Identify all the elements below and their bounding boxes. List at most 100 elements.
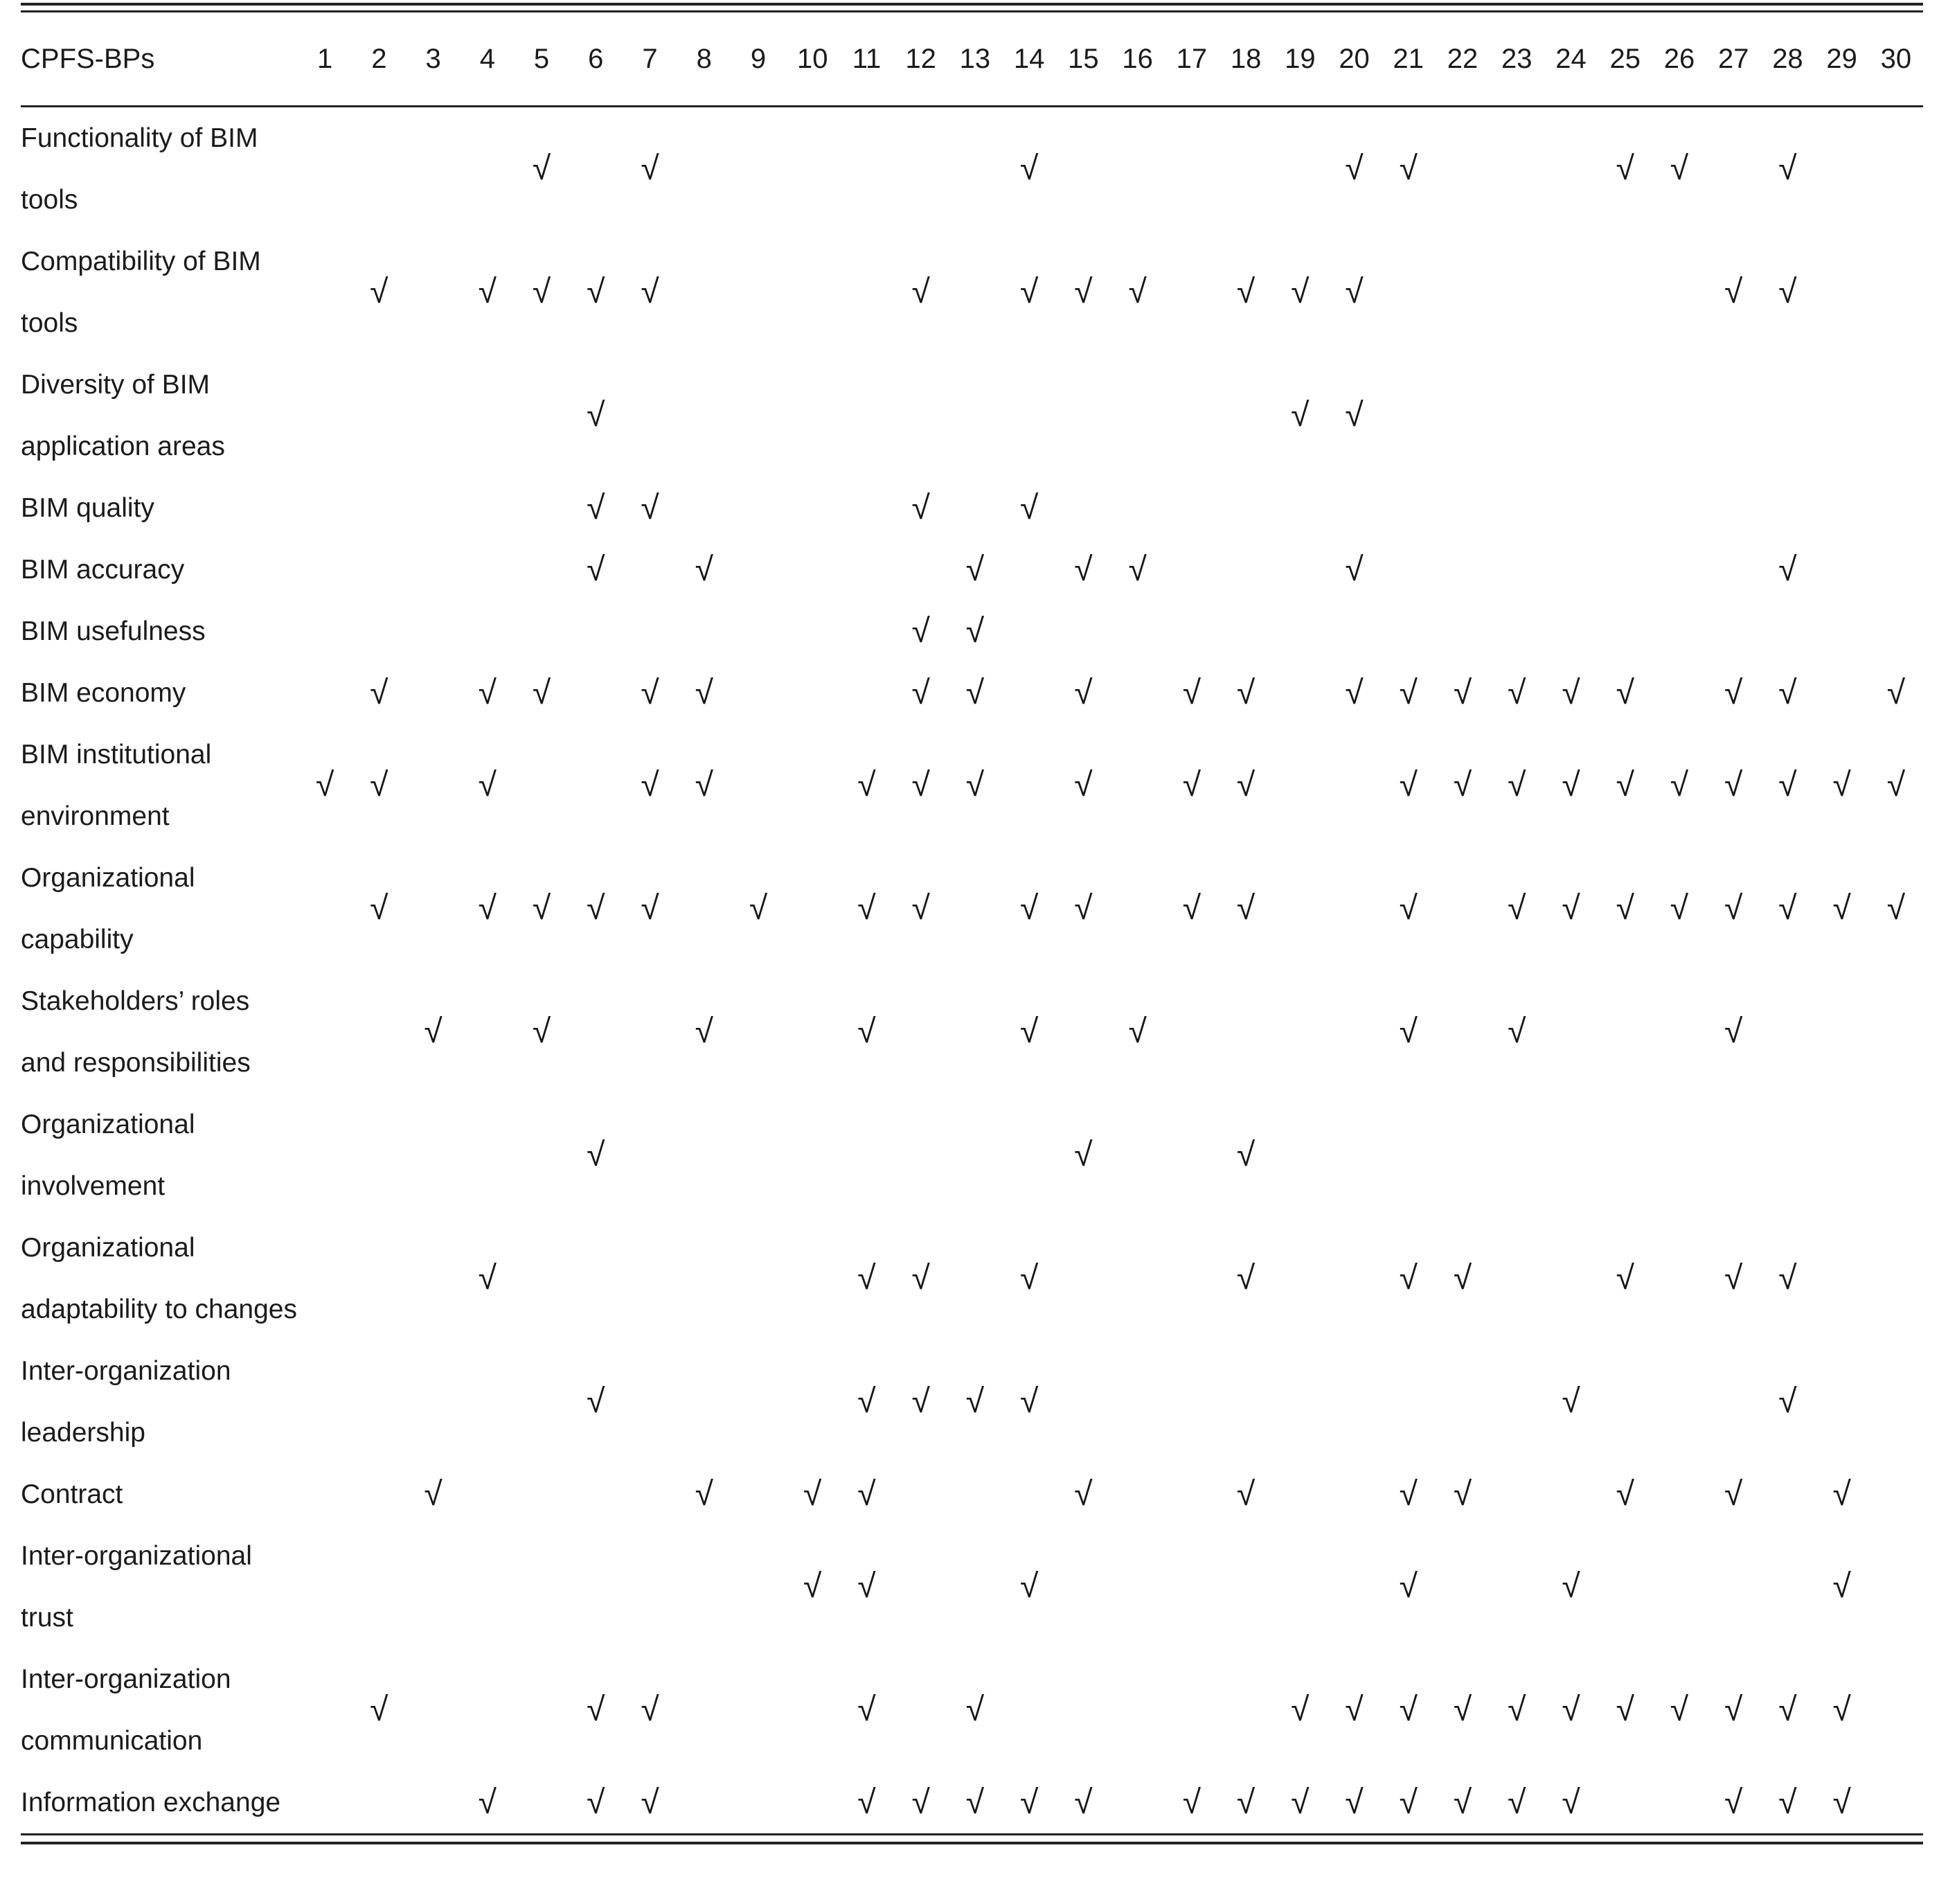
check-icon: √ [1019,1568,1039,1605]
check-cell [839,107,893,231]
check-cell: √ [352,724,406,847]
check-cell [515,1340,569,1463]
check-cell [1056,1525,1110,1648]
check-cell: √ [298,724,352,847]
check-cell [1165,1648,1219,1772]
check-cell: √ [1544,1772,1598,1833]
check-cell [298,1648,352,1772]
check-cell [406,539,460,600]
check-cell [1869,1217,1923,1340]
check-icon: √ [1778,674,1797,711]
column-header-24: 24 [1555,43,1587,74]
check-cell [1652,970,1706,1094]
check-cell: √ [1760,231,1814,354]
table-row: BIM accuracy √ √ √ √ √ √ √ [21,539,1923,600]
check-cell [1382,1094,1436,1217]
table-top-rule [21,3,1923,12]
check-cell: √ [1382,107,1436,231]
check-cell [352,477,406,539]
check-cell: √ [1760,847,1814,970]
check-icon: √ [911,890,930,927]
check-icon: √ [1019,1260,1039,1297]
check-icon: √ [1724,767,1743,803]
check-icon: √ [424,1013,443,1050]
check-cell [1436,477,1490,539]
check-cell [1815,477,1869,539]
check-cell: √ [1815,1648,1869,1772]
check-cell: √ [1382,724,1436,847]
check-icon: √ [1182,890,1201,927]
check-icon: √ [532,890,551,927]
cpfs-bps-table: CPFS-BPs 1 2 3 4 5 6 7 8 9 10 11 12 13 14 15 16 17 18 19 20… [21,3,1923,1844]
check-cell: √ [1219,1772,1273,1833]
check-icon: √ [857,890,876,927]
check-cell [461,107,515,231]
check-icon: √ [370,674,388,711]
check-cell [1111,1094,1165,1217]
check-cell: √ [1273,231,1327,354]
check-cell: √ [894,1217,948,1340]
table-body: Functionality of BIM tools √ √ √ √ √ √ √ √ Compat… [21,107,1923,1833]
check-cell: √ [623,847,677,970]
check-icon: √ [1345,551,1364,588]
check-icon: √ [749,890,768,927]
check-cell [461,1340,515,1463]
check-cell: √ [1760,1772,1814,1833]
check-icon: √ [965,1783,985,1821]
row-label: Stakeholders’ roles and responsibilities [21,986,251,1078]
check-cell [785,970,839,1094]
check-cell: √ [1815,1525,1869,1648]
check-icon: √ [857,767,876,803]
check-cell [298,847,352,970]
check-cell [352,1463,406,1525]
check-cell [352,107,406,231]
check-cell [515,1217,569,1340]
check-cell [1544,1463,1598,1525]
column-header-10: 10 [796,43,828,74]
check-cell [298,539,352,600]
check-cell [406,1648,460,1772]
check-cell [1815,1094,1869,1217]
check-cell: √ [1165,724,1219,847]
check-cell: √ [1002,107,1056,231]
check-cell: √ [1490,1772,1544,1833]
check-cell [1869,1463,1923,1525]
check-cell [406,1094,460,1217]
check-cell [569,662,623,724]
check-cell [298,107,352,231]
check-icon: √ [1074,1783,1093,1821]
check-cell [1273,1525,1327,1648]
check-icon: √ [1399,1568,1418,1605]
check-icon: √ [1724,1783,1743,1821]
check-cell [948,477,1002,539]
check-cell: √ [1327,1772,1381,1833]
check-cell [894,970,948,1094]
check-icon: √ [587,1783,605,1821]
check-icon: √ [1562,1383,1580,1420]
check-cell: √ [1652,107,1706,231]
check-cell [515,1525,569,1648]
check-cell: √ [1056,1463,1110,1525]
check-icon: √ [1886,890,1906,927]
check-cell [1490,231,1544,354]
header-label: CPFS-BPs [21,43,155,74]
check-cell: √ [515,231,569,354]
check-icon: √ [641,890,659,927]
check-cell [731,231,785,354]
check-cell: √ [1815,847,1869,970]
check-icon: √ [1832,1475,1851,1513]
check-cell [1219,107,1273,231]
check-icon: √ [1508,767,1526,803]
check-cell [894,1525,948,1648]
check-icon: √ [1074,274,1093,310]
check-cell: √ [839,1340,893,1463]
check-icon: √ [478,1783,497,1821]
check-icon: √ [911,767,930,803]
check-cell [1544,600,1598,662]
check-cell [1111,1772,1165,1833]
check-icon: √ [1508,1691,1526,1728]
check-icon: √ [641,274,659,310]
check-cell [298,231,352,354]
check-icon: √ [587,489,605,526]
check-cell [1436,107,1490,231]
